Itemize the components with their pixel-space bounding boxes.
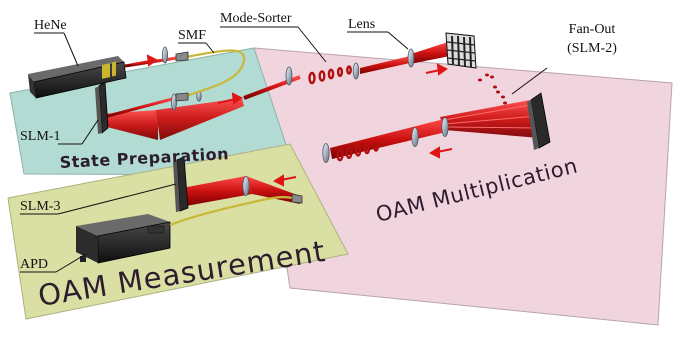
hene-label: HeNe [34,18,67,33]
lens-label: Lens [348,17,375,32]
slm2-label: (SLM-2) [567,41,617,56]
slm2-fan-out-grid [445,32,477,69]
multiplication-slm-panel [527,92,551,150]
fan-out-spots [478,73,507,105]
mode-sorter-label: Mode-Sorter [220,11,292,26]
lens-disc-icon [161,46,449,196]
fiber-couplers [175,51,303,204]
slm1-label: SLM-1 [20,129,60,144]
slm3-label: SLM-3 [20,199,60,214]
leader-lines [20,26,548,273]
fan-out-label: Fan-Out [569,22,616,37]
slm3-panel [173,156,189,212]
hene-laser-icon [28,56,127,99]
apd-label: APD [20,257,48,272]
mode-sorter-rings [308,65,352,85]
measurement-rings [336,142,379,162]
apd-detector-icon [76,214,171,264]
direction-arrows [132,54,453,187]
single-mode-fiber [169,49,293,227]
smf-label: SMF [178,28,206,43]
